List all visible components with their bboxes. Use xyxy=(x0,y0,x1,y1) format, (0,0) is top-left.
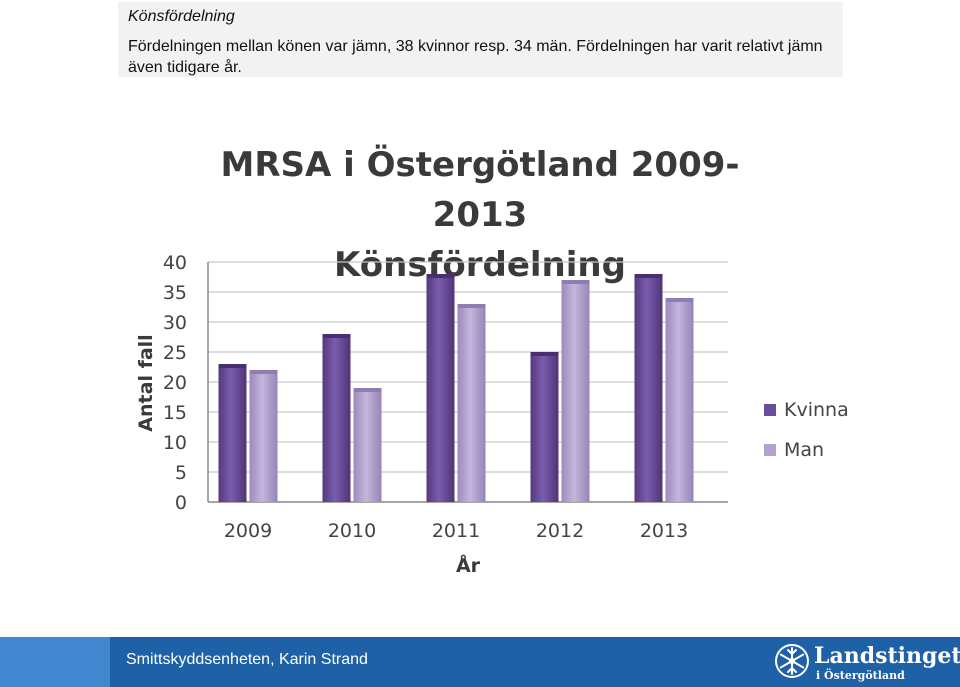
footer-author: Smittskyddsenheten, Karin Strand xyxy=(126,651,368,668)
legend-label-kvinna: Kvinna xyxy=(784,399,849,421)
bar-cap xyxy=(353,388,382,392)
y-tick-label: 25 xyxy=(163,342,187,364)
footer-bar: Smittskyddsenheten, Karin Strand Landsti… xyxy=(0,637,960,687)
logo-subtitle: i Östergötland xyxy=(816,669,905,682)
chart-title: MRSA i Östergötland 2009-2013 Könsfördel… xyxy=(200,140,760,290)
bar-cap xyxy=(426,274,455,278)
bar-cap xyxy=(665,298,694,302)
section-title: Könsfördelning xyxy=(128,8,235,25)
x-tick-label: 2012 xyxy=(536,520,584,542)
bar-man-2009 xyxy=(249,370,278,502)
bar-man-2011 xyxy=(457,304,486,502)
y-tick-label: 10 xyxy=(163,432,187,454)
legend-item-kvinna: Kvinna xyxy=(764,390,849,430)
y-tick-label: 40 xyxy=(163,252,187,274)
chart-title-main: MRSA i Östergötland 2009-2013 xyxy=(220,145,740,235)
footer-accent xyxy=(0,637,110,687)
bar-cap xyxy=(530,352,559,356)
x-axis-ticks: 2009 2010 2011 2012 2013 xyxy=(224,520,688,542)
bar-cap xyxy=(457,304,486,308)
x-axis-label: År xyxy=(456,553,481,577)
y-axis-ticks: 0 5 10 15 20 25 30 35 40 xyxy=(163,252,187,514)
bar-cap xyxy=(218,364,247,368)
y-tick-label: 35 xyxy=(163,282,187,304)
bar-cap xyxy=(634,274,663,278)
y-tick-label: 15 xyxy=(163,402,187,424)
snowflake-icon xyxy=(775,644,809,678)
x-tick-label: 2010 xyxy=(328,520,376,542)
bar-man-2012 xyxy=(561,280,590,502)
bar-kvinna-2009 xyxy=(218,364,247,502)
bar-man-2010 xyxy=(353,388,382,502)
legend: Kvinna Man xyxy=(764,390,849,470)
legend-item-man: Man xyxy=(764,430,849,470)
bar-kvinna-2012 xyxy=(530,352,559,502)
y-tick-label: 20 xyxy=(163,372,187,394)
y-axis-label: Antal fall xyxy=(135,334,157,431)
bar-kvinna-2013 xyxy=(634,274,663,502)
bar-kvinna-2010 xyxy=(322,334,351,502)
section-text: Fördelningen mellan könen var jämn, 38 k… xyxy=(128,38,823,76)
bar-cap xyxy=(249,370,278,374)
bar-chart: 0 5 10 15 20 25 30 35 40 2009 2010 2011 2012 2013 An… xyxy=(135,252,728,577)
chart-subtitle: Könsfördelning xyxy=(334,245,626,285)
logo-name: Landstinget xyxy=(814,643,960,669)
bars xyxy=(218,274,694,502)
x-tick-label: 2013 xyxy=(640,520,688,542)
bar-kvinna-2011 xyxy=(426,274,455,502)
text-box: Könsfördelning Fördelningen mellan könen… xyxy=(118,2,843,77)
legend-swatch-kvinna xyxy=(764,404,776,416)
y-tick-label: 5 xyxy=(175,462,187,484)
legend-swatch-man xyxy=(764,444,776,456)
x-tick-label: 2011 xyxy=(432,520,480,542)
x-tick-label: 2009 xyxy=(224,520,272,542)
y-tick-label: 0 xyxy=(175,492,187,514)
y-tick-label: 30 xyxy=(163,312,187,334)
bar-man-2013 xyxy=(665,298,694,502)
legend-label-man: Man xyxy=(784,439,825,461)
bar-cap xyxy=(322,334,351,338)
bar-cap xyxy=(561,280,590,284)
